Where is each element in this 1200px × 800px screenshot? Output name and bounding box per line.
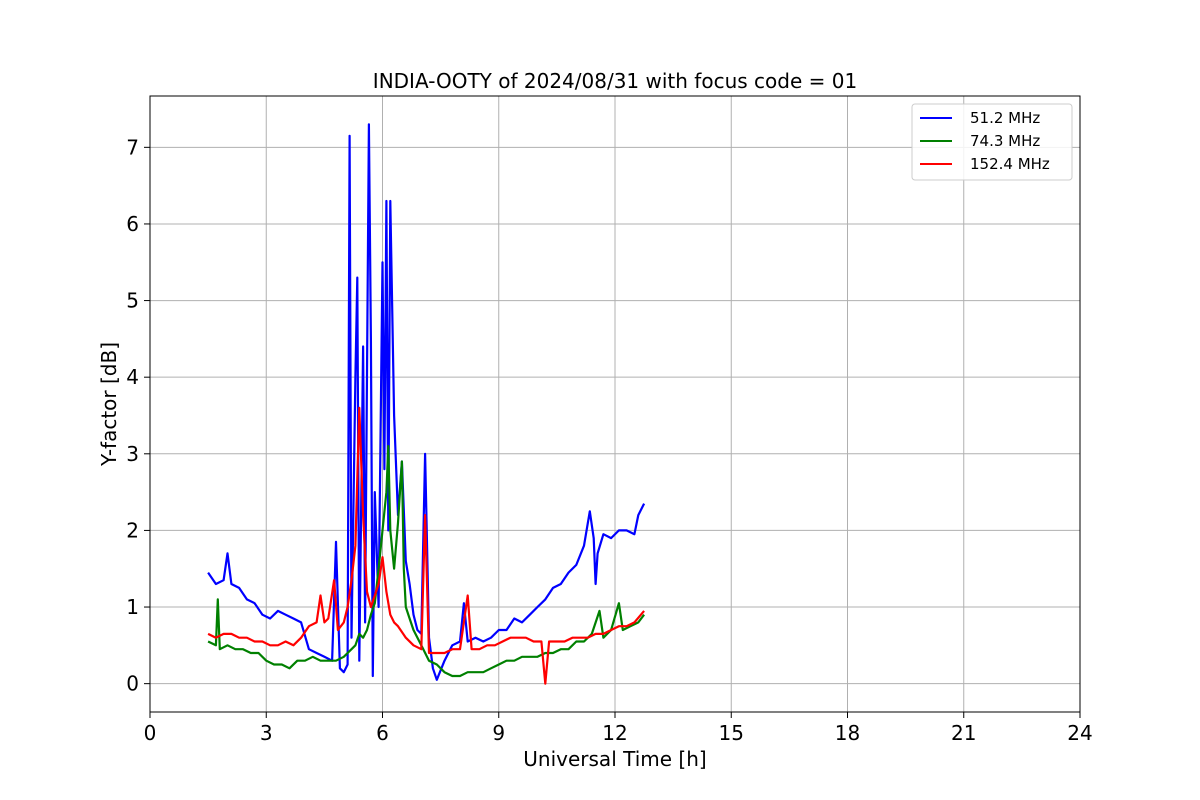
legend: 51.2 MHz 74.3 MHz 152.4 MHz <box>911 103 1073 181</box>
series-line-1 <box>207 445 645 678</box>
chart-title: INDIA-OOTY of 2024/08/31 with focus code… <box>373 69 857 93</box>
legend-label-152-mhz: 152.4 MHz <box>970 155 1050 173</box>
x-tick-label: 9 <box>492 721 505 745</box>
x-tick-label: 0 <box>144 721 157 745</box>
y-tick-label: 7 <box>126 135 139 159</box>
y-tick-label: 6 <box>126 212 139 236</box>
x-tick-label: 12 <box>602 721 627 745</box>
y-tick-label: 1 <box>126 595 139 619</box>
plot-series <box>207 123 646 685</box>
legend-label-74-mhz: 74.3 MHz <box>970 132 1040 150</box>
series-line-0 <box>207 123 646 681</box>
x-tick-label: 3 <box>260 721 273 745</box>
x-tick-label: 6 <box>376 721 389 745</box>
y-tick-label: 2 <box>126 518 139 542</box>
y-tick-label: 0 <box>126 672 139 696</box>
grid <box>149 96 1081 712</box>
x-axis-title: Universal Time [h] <box>523 747 706 771</box>
x-tick-label: 21 <box>951 721 976 745</box>
x-tick-label: 24 <box>1067 721 1092 745</box>
x-tick-label: 18 <box>835 721 860 745</box>
y-axis: 0 1 2 3 4 5 6 7 <box>126 135 150 696</box>
x-tick-label: 15 <box>719 721 744 745</box>
y-axis-title: Y-factor [dB] <box>97 342 121 467</box>
x-axis: 0 3 6 9 12 15 18 21 24 <box>144 712 1093 745</box>
series-line-2 <box>207 406 645 685</box>
y-tick-label: 5 <box>126 289 139 313</box>
legend-box <box>911 103 1073 181</box>
legend-label-51-mhz: 51.2 MHz <box>970 109 1040 127</box>
y-tick-label: 4 <box>126 365 139 389</box>
y-tick-label: 3 <box>126 442 139 466</box>
